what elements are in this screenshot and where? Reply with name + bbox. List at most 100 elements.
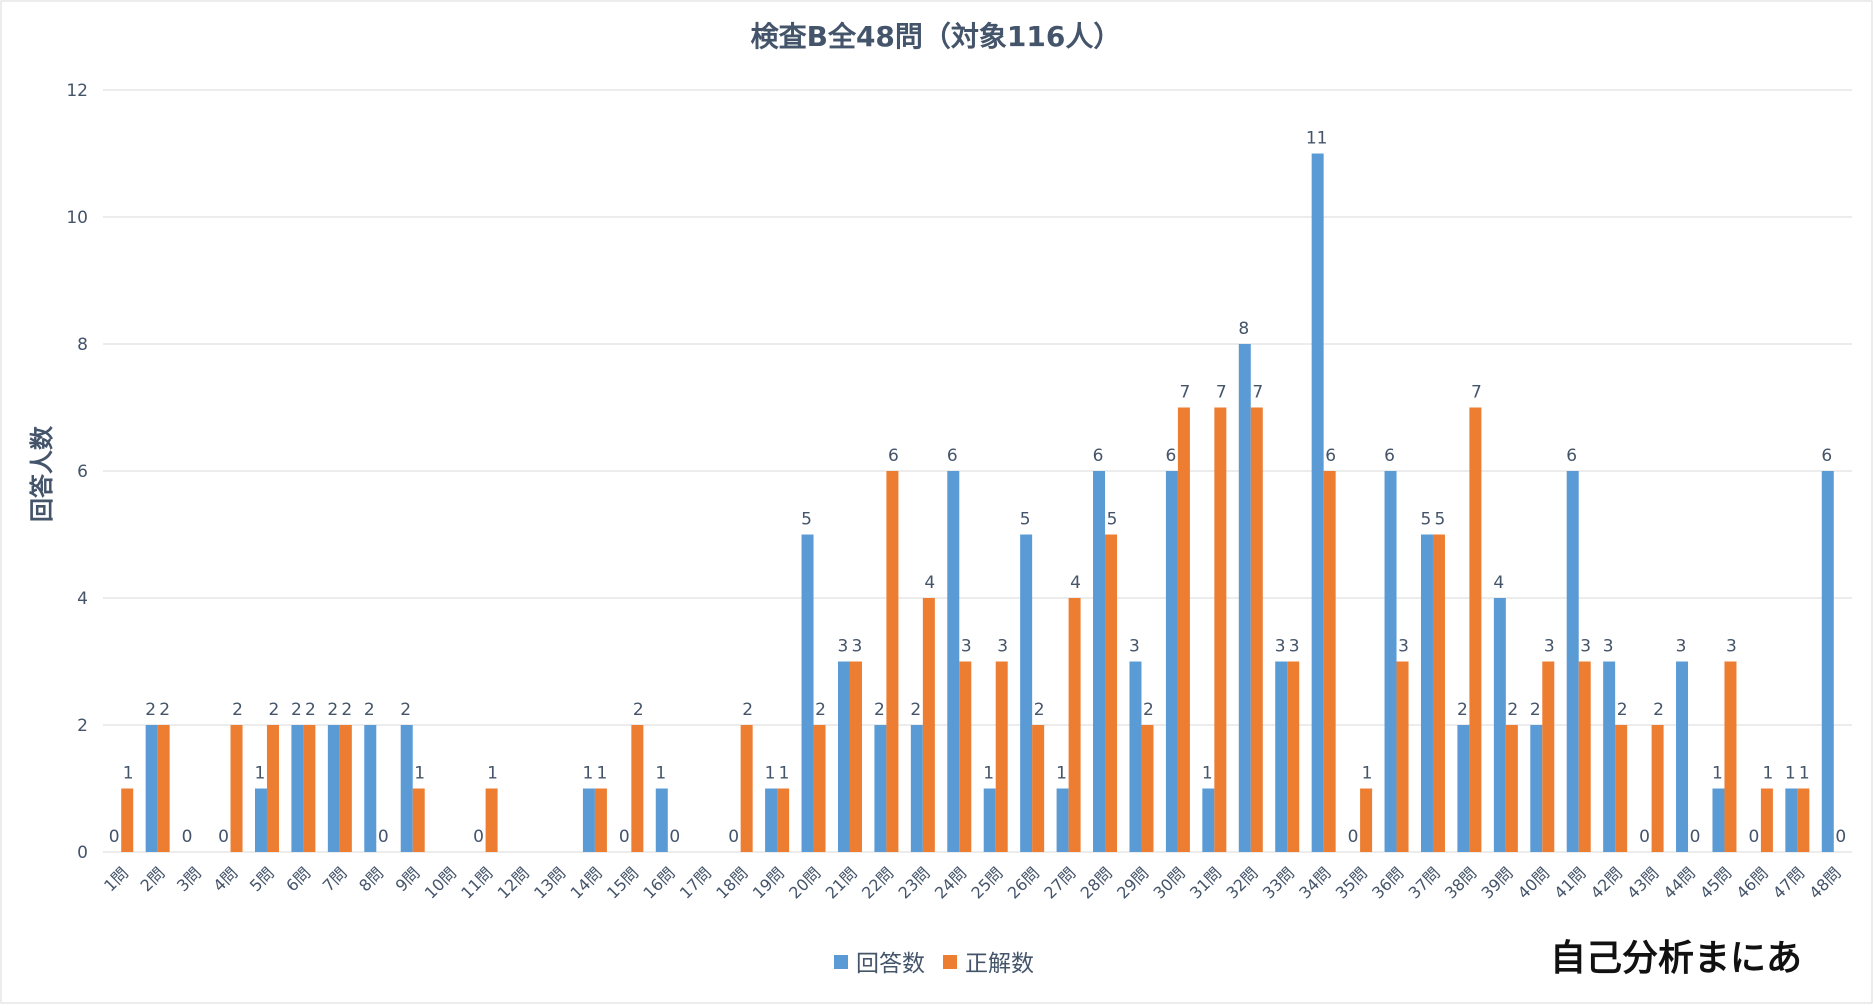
bar-correct bbox=[777, 788, 790, 852]
legend-label-answers: 回答数 bbox=[856, 951, 925, 977]
bar-correct bbox=[922, 598, 935, 852]
data-label: 2 bbox=[232, 700, 243, 720]
bar-correct bbox=[995, 661, 1008, 852]
bar-answers bbox=[582, 788, 595, 852]
data-label: 3 bbox=[1289, 637, 1300, 657]
data-label: 0 bbox=[473, 827, 484, 847]
data-label: 2 bbox=[269, 700, 280, 720]
data-label: 1 bbox=[655, 764, 666, 784]
data-label: 1 bbox=[983, 764, 994, 784]
bar-answers bbox=[254, 788, 267, 852]
bar-correct bbox=[1724, 661, 1737, 852]
y-axis-label: 回答人数 bbox=[28, 425, 56, 522]
data-label: 2 bbox=[341, 700, 352, 720]
data-label: 1 bbox=[1202, 764, 1213, 784]
bar-correct bbox=[1068, 598, 1081, 852]
y-tick-label: 10 bbox=[66, 208, 88, 228]
data-label: 6 bbox=[888, 446, 899, 466]
data-label: 2 bbox=[159, 700, 170, 720]
bar-correct bbox=[1542, 661, 1555, 852]
data-label: 1 bbox=[1056, 764, 1067, 784]
bar-correct bbox=[1505, 725, 1518, 852]
data-label: 7 bbox=[1471, 383, 1482, 403]
data-label: 1 bbox=[779, 764, 790, 784]
data-label: 6 bbox=[1093, 446, 1104, 466]
bar-answers bbox=[874, 725, 887, 852]
gridlines bbox=[103, 89, 1852, 853]
legend: 回答数 正解数 bbox=[834, 951, 1034, 977]
watermark-text: 自己分析まにあ bbox=[1550, 938, 1802, 979]
bar-answers bbox=[765, 788, 778, 852]
data-label: 3 bbox=[1398, 637, 1409, 657]
bar-correct bbox=[266, 725, 279, 852]
bar-correct bbox=[485, 788, 498, 852]
data-label: 5 bbox=[1421, 510, 1432, 530]
bar-correct bbox=[849, 661, 862, 852]
bar-correct bbox=[1396, 661, 1409, 852]
data-label: 3 bbox=[838, 637, 849, 657]
watermark-logo: 自己分析まにあ bbox=[1550, 938, 1802, 979]
bar-answers bbox=[910, 725, 923, 852]
bar-correct bbox=[1032, 725, 1045, 852]
data-label: 5 bbox=[1107, 510, 1118, 530]
data-label: 6 bbox=[1325, 446, 1336, 466]
bar-answers bbox=[1384, 471, 1397, 852]
data-label: 6 bbox=[1821, 446, 1832, 466]
bar-correct bbox=[1141, 725, 1154, 852]
bar-answers bbox=[1457, 725, 1470, 852]
bar-correct bbox=[594, 788, 607, 852]
data-label: 2 bbox=[742, 700, 753, 720]
data-label: 2 bbox=[1653, 700, 1664, 720]
data-label: 2 bbox=[291, 700, 302, 720]
legend-swatch-correct bbox=[943, 955, 957, 969]
bar-answers bbox=[400, 725, 413, 852]
bar-correct bbox=[1469, 407, 1482, 852]
data-label: 2 bbox=[1457, 700, 1468, 720]
data-label: 2 bbox=[305, 700, 316, 720]
bar-correct bbox=[1287, 661, 1300, 852]
data-label: 7 bbox=[1179, 383, 1190, 403]
bar-answers bbox=[1493, 598, 1506, 852]
bar-correct bbox=[886, 471, 899, 852]
data-label: 6 bbox=[1384, 446, 1395, 466]
bar-correct bbox=[1323, 471, 1336, 852]
y-axis-ticks: 0 2 4 6 8 10 12 bbox=[66, 81, 88, 863]
data-label: 3 bbox=[1726, 637, 1737, 657]
data-label: 1 bbox=[487, 764, 498, 784]
data-label: 2 bbox=[1034, 700, 1045, 720]
bar-correct bbox=[339, 725, 352, 852]
bar-correct bbox=[230, 725, 243, 852]
legend-label-correct: 正解数 bbox=[965, 951, 1034, 977]
data-label: 4 bbox=[924, 573, 935, 593]
chart-title: 検査B全48問（対象116人） bbox=[751, 20, 1122, 53]
bar-answers bbox=[947, 471, 960, 852]
data-label: 3 bbox=[1676, 637, 1687, 657]
bar-answers bbox=[1566, 471, 1579, 852]
bar-correct bbox=[1360, 788, 1373, 852]
data-label: 0 bbox=[1348, 827, 1359, 847]
bar-correct bbox=[740, 725, 753, 852]
data-label: 2 bbox=[910, 700, 921, 720]
bar-correct bbox=[412, 788, 425, 852]
bar-correct bbox=[1214, 407, 1227, 852]
bar-correct bbox=[813, 725, 826, 852]
data-label: 4 bbox=[1493, 573, 1504, 593]
bar-answers bbox=[983, 788, 996, 852]
data-label: 7 bbox=[1216, 383, 1227, 403]
data-label: 1 bbox=[1785, 764, 1796, 784]
bar-correct bbox=[1797, 788, 1810, 852]
bar-answers bbox=[1530, 725, 1543, 852]
data-label: 2 bbox=[327, 700, 338, 720]
data-label: 6 bbox=[1566, 446, 1577, 466]
data-label: 6 bbox=[947, 446, 958, 466]
data-label: 1 bbox=[1762, 764, 1773, 784]
data-label: 11 bbox=[1306, 129, 1328, 149]
bar-correct bbox=[959, 661, 972, 852]
bar-correct bbox=[1578, 661, 1591, 852]
data-label: 3 bbox=[1275, 637, 1286, 657]
data-label: 6 bbox=[1165, 446, 1176, 466]
